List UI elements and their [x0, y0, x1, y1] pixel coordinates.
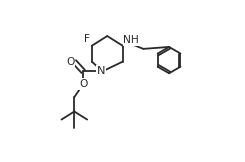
Text: F: F: [84, 34, 90, 44]
Text: O: O: [66, 57, 74, 67]
Text: NH: NH: [123, 35, 139, 45]
Text: N: N: [97, 66, 105, 76]
Text: O: O: [79, 79, 87, 89]
